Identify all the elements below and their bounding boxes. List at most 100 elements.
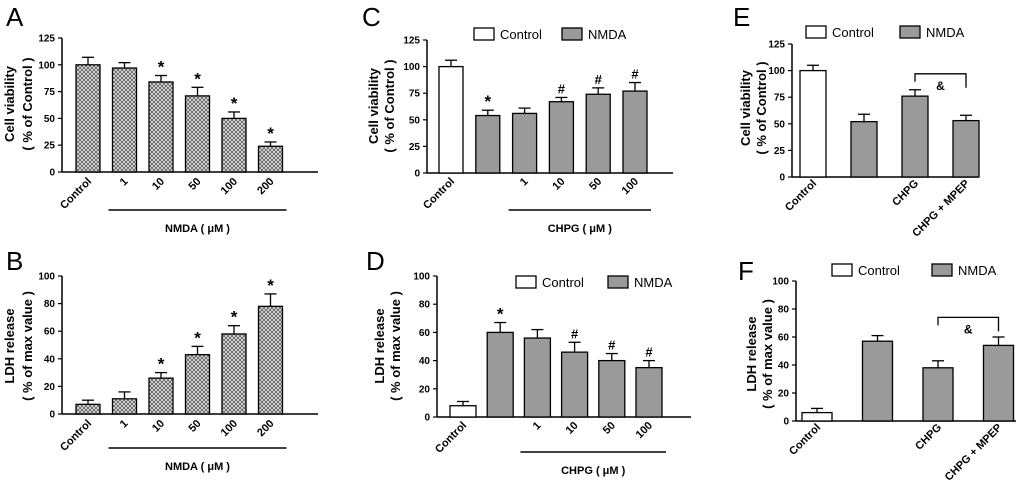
- y-axis-label-sub: ( % of max value ): [20, 291, 35, 401]
- y-tick-label: 50: [409, 115, 421, 126]
- y-tick-label: 0: [779, 173, 785, 184]
- y-tick-label: 0: [49, 168, 55, 179]
- y-tick-label: 50: [44, 114, 56, 125]
- legend-swatch-nmda: [607, 275, 629, 289]
- y-tick-label: 80: [419, 300, 431, 311]
- panel-letter: E: [733, 2, 750, 32]
- bar: [585, 93, 611, 174]
- y-tick-label: 0: [49, 410, 55, 421]
- significance-marker: *: [194, 328, 201, 347]
- x-tick-label: Control: [58, 418, 94, 454]
- x-tick-label: 200: [255, 176, 276, 197]
- significance-marker: *: [231, 308, 238, 327]
- bar: [449, 405, 477, 418]
- bar: [148, 377, 174, 415]
- y-axis-label: LDH release: [2, 308, 17, 383]
- y-tick-label: 100: [403, 62, 420, 73]
- legend-swatch-nmda: [561, 27, 583, 41]
- x-tick-label: 1: [531, 420, 544, 433]
- y-tick-label: 125: [768, 40, 785, 51]
- bar: [184, 354, 211, 415]
- y-axis-label-sub: ( % of Control ): [20, 57, 35, 150]
- x-tick-label: CHPG + MPEP: [943, 422, 1005, 484]
- y-tick-label: 60: [778, 333, 790, 344]
- y-axis-label: LDH release: [372, 308, 387, 383]
- bar: [257, 305, 284, 415]
- significance-marker: #: [645, 345, 653, 360]
- legend-label-control: Control: [832, 25, 874, 40]
- y-axis-label-sub: ( % of max value ): [388, 291, 403, 401]
- significance-marker: *: [194, 69, 201, 88]
- significance-marker: *: [231, 94, 238, 113]
- x-tick-label: 1: [118, 176, 131, 189]
- bar: [111, 67, 138, 173]
- bar: [75, 403, 101, 415]
- y-tick-label: 40: [44, 354, 56, 365]
- y-tick-label: 0: [414, 169, 420, 180]
- bar: [75, 64, 101, 173]
- y-tick-label: 20: [44, 382, 56, 393]
- significance-marker: *: [158, 58, 165, 77]
- legend-swatch-control: [473, 27, 495, 41]
- y-tick-label: 80: [778, 305, 790, 316]
- bar: [148, 81, 174, 173]
- y-tick-label: 80: [44, 299, 56, 310]
- legend-label-nmda: NMDA: [588, 27, 627, 42]
- x-tick-label: 100: [219, 176, 240, 197]
- x-tick-label: 50: [186, 176, 203, 193]
- y-tick-label: 75: [409, 89, 421, 100]
- y-tick-label: 25: [409, 142, 421, 153]
- bar: [438, 65, 464, 174]
- bar: [901, 95, 929, 178]
- y-tick-label: 25: [774, 146, 786, 157]
- panel-D: D LDH release ( % of max value ) 0 20 40 60…: [366, 246, 691, 477]
- y-tick-label: 25: [44, 141, 56, 152]
- legend-label-nmda: NMDA: [958, 263, 997, 278]
- legend-swatch-nmda: [899, 25, 921, 39]
- significance-marker: #: [608, 338, 616, 353]
- group-label: CHPG ( μM ): [561, 465, 626, 477]
- bar: [111, 398, 138, 415]
- legend-label-control: Control: [500, 27, 542, 42]
- bar: [952, 119, 980, 178]
- x-tick-label: 10: [564, 420, 581, 437]
- significance-marker: #: [595, 72, 603, 87]
- y-axis-label: Cell viability: [738, 69, 753, 146]
- x-tick-label: Control: [433, 420, 469, 456]
- significance-marker: *: [267, 276, 274, 295]
- bar: [850, 121, 878, 178]
- y-tick-label: 75: [44, 87, 56, 98]
- x-tick-label: Control: [421, 176, 457, 212]
- bar: [801, 411, 833, 422]
- group-label: NMDA ( μM ): [165, 223, 230, 235]
- y-tick-label: 75: [774, 93, 786, 104]
- y-axis-label-sub: ( % of Control ): [382, 59, 397, 152]
- significance-marker: *: [267, 124, 274, 143]
- significance-marker: #: [631, 67, 639, 82]
- y-axis-label: Cell viability: [2, 65, 17, 142]
- bar: [221, 117, 247, 173]
- x-tick-label: CHPG: [913, 422, 944, 453]
- y-tick-label: 125: [403, 36, 420, 47]
- y-tick-label: 50: [774, 119, 786, 130]
- bar: [548, 101, 575, 174]
- y-tick-label: 0: [783, 417, 789, 428]
- x-tick-label: 50: [601, 420, 618, 437]
- x-tick-label: 1: [118, 418, 131, 431]
- legend-label-nmda: NMDA: [926, 25, 965, 40]
- legend-swatch-control: [831, 263, 853, 277]
- panel-B: B LDH release ( % of max value ) 0 20 40 60…: [2, 246, 318, 473]
- panel-E: E Cell viability ( % of Control ) 0 25 50 7…: [733, 2, 980, 240]
- y-axis-label-sub: ( % of max value ): [760, 299, 775, 409]
- bar: [799, 69, 827, 178]
- x-tick-label: 100: [634, 420, 655, 441]
- significance-marker: *: [484, 92, 491, 111]
- bar: [598, 359, 626, 418]
- group-label: NMDA ( μM ): [165, 461, 230, 473]
- x-tick-label: 1: [518, 176, 531, 189]
- bar: [257, 145, 284, 173]
- x-tick-label: 100: [620, 176, 641, 197]
- y-tick-label: 100: [772, 277, 789, 288]
- y-tick-label: 40: [419, 356, 431, 367]
